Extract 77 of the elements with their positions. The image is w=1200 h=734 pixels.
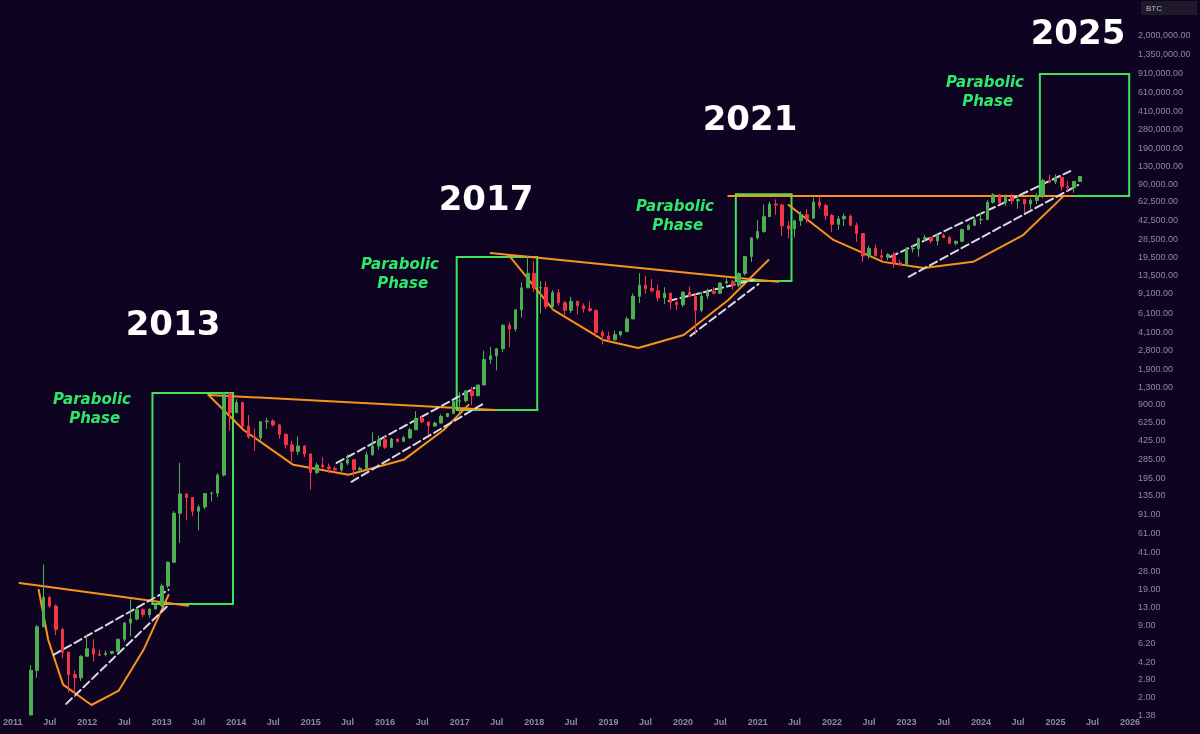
x-tick-label: Jul (1085, 716, 1099, 727)
y-tick-label: 2,000,000.00 (1138, 30, 1191, 40)
x-tick-label: 2022 (822, 716, 843, 727)
y-tick-label: 9.00 (1138, 620, 1156, 631)
y-tick-label: 910,000.00 (1138, 67, 1184, 78)
y-tick-label: 6.20 (1138, 637, 1156, 648)
y-tick-label: 4,100.00 (1138, 326, 1174, 337)
y-tick-label: 1,900.00 (1138, 363, 1174, 374)
y-tick-label: 280,000.00 (1138, 124, 1184, 135)
annotation: Parabolic Phase (361, 254, 440, 292)
x-tick-label: Jul (192, 716, 206, 727)
y-tick-label: 13,500.00 (1138, 269, 1179, 280)
x-tick-label: 2024 (970, 716, 991, 727)
y-tick-label: 135.00 (1138, 490, 1166, 501)
x-tick-label: 2025 (1045, 716, 1066, 727)
y-tick-label: 6,100.00 (1138, 307, 1174, 318)
y-tick-label: 1,300.00 (1138, 381, 1174, 392)
y-tick-label: 28,500.00 (1138, 233, 1179, 244)
annotation: 2017 (438, 178, 534, 218)
x-tick-label: Jul (1011, 716, 1025, 727)
annotation: Parabolic Phase (636, 196, 715, 234)
x-tick-label: 2023 (896, 716, 917, 727)
x-tick-label: 2014 (226, 716, 247, 727)
y-tick-label: 190,000.00 (1138, 142, 1184, 153)
x-tick-label: Jul (639, 716, 653, 727)
y-tick-label: 900.00 (1138, 399, 1166, 410)
y-tick-label: 4.20 (1138, 656, 1156, 667)
x-tick-label: 2011 (3, 716, 23, 727)
y-tick-label: 19.00 (1138, 584, 1161, 595)
y-tick-label: 425.00 (1138, 435, 1166, 446)
x-tick-label: 2015 (300, 716, 321, 727)
x-tick-label: 2012 (77, 716, 98, 727)
text: BTC (1146, 3, 1163, 13)
x-tick-label: Jul (43, 716, 57, 727)
x-tick-label: Jul (564, 716, 578, 727)
x-tick-label: 2019 (598, 716, 619, 727)
y-tick-label: 2.00 (1138, 692, 1156, 703)
annotation: Parabolic Phase (946, 72, 1025, 110)
annotation: 2013 (125, 303, 221, 343)
y-tick-label: 9,100.00 (1138, 288, 1174, 299)
x-tick-label: Jul (415, 716, 429, 727)
x-tick-label: 2018 (524, 716, 545, 727)
y-tick-label: 61.00 (1138, 528, 1161, 539)
y-tick-label: 410,000.00 (1138, 105, 1184, 116)
y-tick-label: 610,000.00 (1138, 86, 1184, 97)
x-tick-label: 2016 (375, 716, 396, 727)
x-tick-label: 2013 (151, 716, 172, 727)
x-tick-label: Jul (117, 716, 131, 727)
y-tick-label: 625.00 (1138, 416, 1166, 427)
annotation: 2021 (702, 98, 798, 138)
x-tick-label: Jul (341, 716, 355, 727)
x-tick-label: Jul (936, 716, 950, 727)
y-tick-label: 1.38 (1138, 710, 1156, 720)
y-tick-label: 41.00 (1138, 547, 1161, 558)
x-tick-label: Jul (788, 716, 802, 727)
y-tick-label: 13.00 (1138, 602, 1161, 613)
y-tick-label: 285.00 (1138, 454, 1166, 465)
x-tick-label: Jul (862, 716, 876, 727)
y-tick-label: 42,500.00 (1138, 214, 1179, 225)
y-tick-label: 91.00 (1138, 509, 1161, 520)
y-tick-label: 2.90 (1138, 674, 1156, 685)
y-tick-label: 130,000.00 (1138, 161, 1184, 172)
x-tick-label: 2021 (747, 716, 768, 727)
x-tick-label: 2020 (673, 716, 694, 727)
x-tick-label: 2017 (449, 716, 470, 727)
x-tick-label: Jul (266, 716, 280, 727)
annotation: 2025 (1030, 12, 1126, 52)
y-tick-label: 28.00 (1138, 565, 1161, 576)
annotation: Parabolic Phase (53, 389, 132, 427)
y-tick-label: 19,500.00 (1138, 251, 1179, 262)
x-tick-label: Jul (490, 716, 504, 727)
y-tick-label: 195.00 (1138, 472, 1166, 483)
y-tick-label: 90,000.00 (1138, 178, 1179, 189)
x-tick-label: Jul (713, 716, 727, 727)
y-tick-label: 2,800.00 (1138, 344, 1174, 355)
y-tick-label: 1,350,000.00 (1138, 48, 1191, 59)
y-tick-label: 62,500.00 (1138, 196, 1179, 207)
